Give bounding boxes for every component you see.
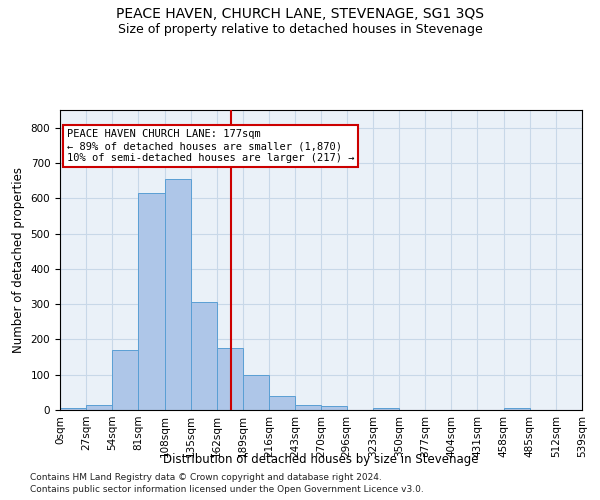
Bar	[164, 179, 191, 410]
Y-axis label: Number of detached properties: Number of detached properties	[12, 167, 25, 353]
Bar	[139, 193, 164, 410]
Bar	[112, 350, 139, 410]
Bar	[373, 408, 399, 410]
Bar	[269, 396, 295, 410]
Bar	[191, 302, 217, 410]
Bar	[295, 405, 322, 410]
Text: Size of property relative to detached houses in Stevenage: Size of property relative to detached ho…	[118, 22, 482, 36]
Text: Contains HM Land Registry data © Crown copyright and database right 2024.: Contains HM Land Registry data © Crown c…	[30, 472, 382, 482]
Bar	[60, 408, 86, 410]
Bar	[243, 374, 269, 410]
Text: PEACE HAVEN, CHURCH LANE, STEVENAGE, SG1 3QS: PEACE HAVEN, CHURCH LANE, STEVENAGE, SG1…	[116, 8, 484, 22]
Bar	[503, 408, 530, 410]
Bar	[86, 405, 112, 410]
Text: Contains public sector information licensed under the Open Government Licence v3: Contains public sector information licen…	[30, 485, 424, 494]
Bar	[217, 348, 243, 410]
Text: Distribution of detached houses by size in Stevenage: Distribution of detached houses by size …	[163, 452, 479, 466]
Text: PEACE HAVEN CHURCH LANE: 177sqm
← 89% of detached houses are smaller (1,870)
10%: PEACE HAVEN CHURCH LANE: 177sqm ← 89% of…	[67, 130, 354, 162]
Bar	[322, 406, 347, 410]
